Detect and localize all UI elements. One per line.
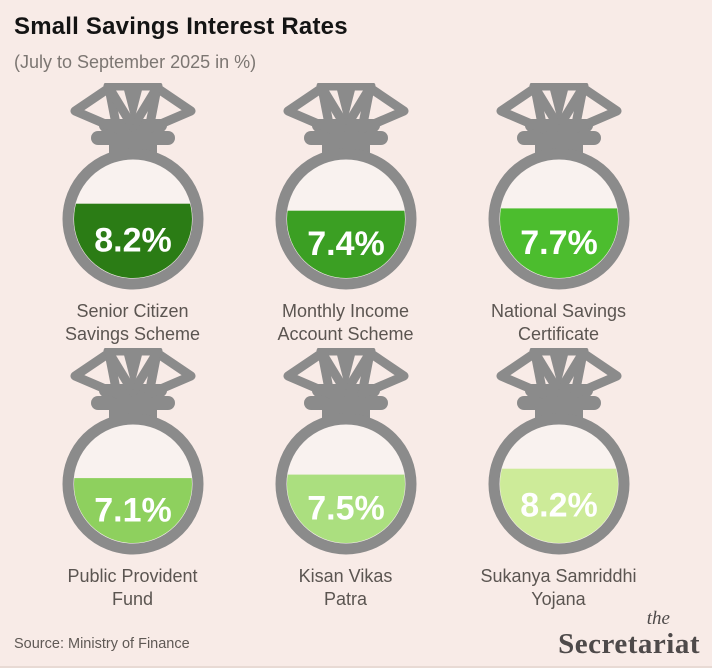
bag-value-label: 7.1%	[94, 491, 172, 529]
source-note: Source: Ministry of Finance	[14, 636, 190, 652]
money-bag-icon: 8.2%	[62, 83, 203, 290]
bag-scheme-label: Monthly Income Account Scheme	[277, 301, 414, 344]
header: Small Savings Interest Rates (July to Se…	[14, 13, 348, 73]
page-title: Small Savings Interest Rates	[14, 13, 348, 40]
secretariat-logo: the Secretariat	[558, 609, 700, 659]
bottom-edge-divider	[0, 666, 712, 668]
bag-value-label: 7.5%	[307, 489, 385, 527]
bag-value-label: 8.2%	[94, 221, 172, 259]
page-subtitle: (July to September 2025 in %)	[14, 52, 257, 72]
logo-name-text: Secretariat	[558, 628, 700, 660]
bag-item: 7.1% Public Provident Fund	[26, 348, 239, 613]
money-bag-icon: 7.7%	[488, 83, 629, 290]
bag-item: 8.2% Senior Citizen Savings Scheme	[26, 83, 239, 348]
bag-item: 7.5% Kisan Vikas Patra	[239, 348, 452, 613]
bag-scheme-label: Public Provident Fund	[67, 566, 198, 609]
bag-scheme-label: Sukanya Samriddhi Yojana	[480, 566, 637, 609]
bag-item: 7.4% Monthly Income Account Scheme	[239, 83, 452, 348]
bag-item: 8.2% Sukanya Samriddhi Yojana	[452, 348, 665, 613]
bag-item: 7.7% National Savings Certificate	[452, 83, 665, 348]
bag-scheme-label: Senior Citizen Savings Scheme	[64, 301, 201, 344]
bags-grid: 8.2% Senior Citizen Savings Scheme 7.4%	[26, 83, 686, 613]
bag-scheme-label: National Savings Certificate	[490, 301, 627, 344]
bag-value-label: 7.4%	[307, 225, 385, 263]
bag-value-label: 8.2%	[520, 486, 598, 524]
bag-scheme-label: Kisan Vikas Patra	[298, 566, 393, 609]
money-bag-icon: 7.4%	[275, 83, 416, 290]
money-bag-icon: 8.2%	[488, 348, 629, 555]
bag-value-label: 7.7%	[520, 224, 598, 262]
logo-the-text: the	[646, 608, 670, 629]
money-bag-icon: 7.5%	[275, 348, 416, 555]
money-bag-icon: 7.1%	[62, 348, 203, 555]
